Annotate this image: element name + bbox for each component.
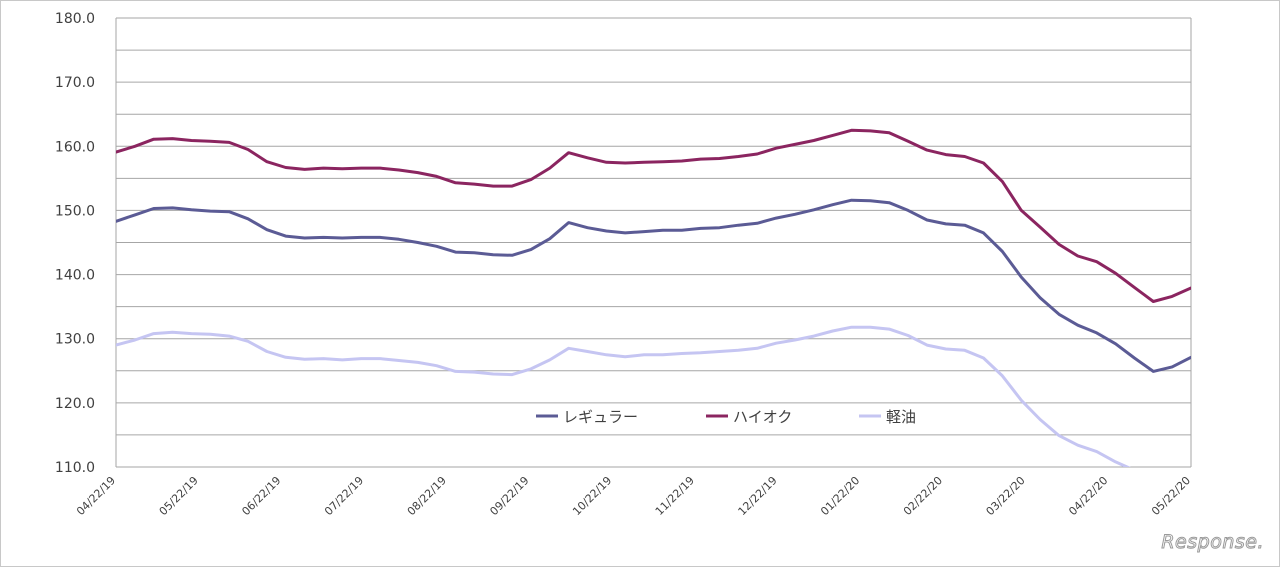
x-tick-label: 03/22/20 [984, 474, 1028, 518]
x-tick-label: 12/22/19 [736, 474, 780, 518]
series-line-1 [116, 128, 1191, 303]
response-logo: Response. [1146, 529, 1266, 559]
x-tick-label: 01/22/20 [818, 474, 862, 518]
legend-label: ハイオク [733, 408, 792, 426]
y-tick-label: 160.0 [55, 139, 95, 155]
x-tick-label: 11/22/19 [653, 474, 697, 518]
y-tick-label: 140.0 [55, 268, 95, 284]
x-tick-label: 05/22/19 [157, 474, 201, 518]
x-tick-label: 05/22/20 [1149, 474, 1193, 518]
y-tick-label: 180.0 [55, 11, 95, 27]
x-tick-label: 02/22/20 [901, 474, 945, 518]
y-tick-label: 150.0 [55, 203, 95, 219]
x-tick-label: 06/22/19 [239, 474, 283, 518]
series-line-2 [116, 325, 1131, 467]
legend-label: 軽油 [886, 408, 916, 426]
series-line-0 [116, 198, 1191, 373]
y-tick-label: 120.0 [55, 396, 95, 412]
series-lines [116, 128, 1191, 467]
x-tick-label: 07/22/19 [322, 474, 366, 518]
x-tick-label: 04/22/20 [1066, 474, 1110, 518]
y-tick-label: 170.0 [55, 75, 95, 91]
x-tick-label: 10/22/19 [570, 474, 614, 518]
legend-label: レギュラー [563, 408, 638, 426]
x-tick-label: 09/22/19 [487, 474, 531, 518]
x-tick-label: 08/22/19 [405, 474, 449, 518]
watermark-text: Response. [1161, 531, 1264, 553]
y-tick-label: 130.0 [55, 332, 95, 348]
x-axis-tick-labels: 04/22/19 05/22/19 06/22/19 07/22/19 08/22/19… [74, 474, 1193, 518]
x-tick-label: 04/22/19 [74, 474, 118, 518]
y-axis-tick-labels: 110.0 120.0 130.0 140.0 150.0 160.0 170.0 180.0 [55, 11, 95, 476]
legend: レギュラー ハイオク 軽油 [536, 408, 916, 426]
gridlines [115, 17, 1192, 468]
y-tick-label: 110.0 [55, 460, 95, 476]
